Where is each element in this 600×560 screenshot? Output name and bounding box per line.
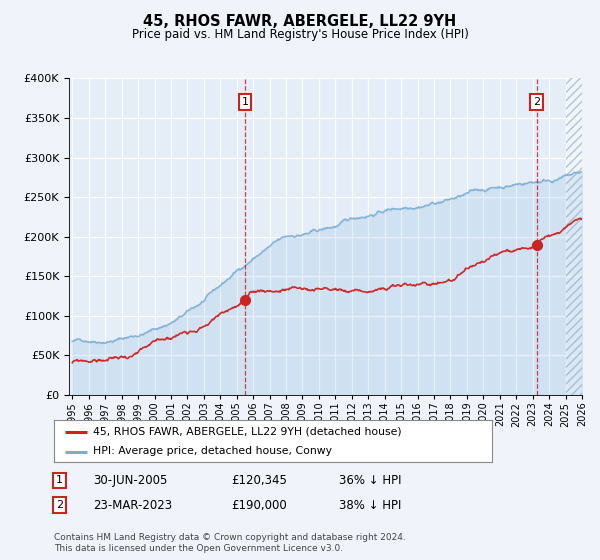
Text: HPI: Average price, detached house, Conwy: HPI: Average price, detached house, Conw… [94,446,332,456]
Text: 1: 1 [56,475,63,486]
Text: 36% ↓ HPI: 36% ↓ HPI [339,474,401,487]
Text: 45, RHOS FAWR, ABERGELE, LL22 9YH: 45, RHOS FAWR, ABERGELE, LL22 9YH [143,14,457,29]
Text: £190,000: £190,000 [231,498,287,512]
Text: 38% ↓ HPI: 38% ↓ HPI [339,498,401,512]
Text: 30-JUN-2005: 30-JUN-2005 [93,474,167,487]
Text: £120,345: £120,345 [231,474,287,487]
Text: Price paid vs. HM Land Registry's House Price Index (HPI): Price paid vs. HM Land Registry's House … [131,28,469,41]
Bar [566,78,590,395]
Text: 23-MAR-2023: 23-MAR-2023 [93,498,172,512]
Text: 45, RHOS FAWR, ABERGELE, LL22 9YH (detached house): 45, RHOS FAWR, ABERGELE, LL22 9YH (detac… [94,427,402,437]
Text: 2: 2 [533,97,541,107]
Bar [566,78,590,395]
Text: 1: 1 [241,97,248,107]
Text: 2: 2 [56,500,63,510]
Text: Contains HM Land Registry data © Crown copyright and database right 2024.
This d: Contains HM Land Registry data © Crown c… [54,533,406,553]
